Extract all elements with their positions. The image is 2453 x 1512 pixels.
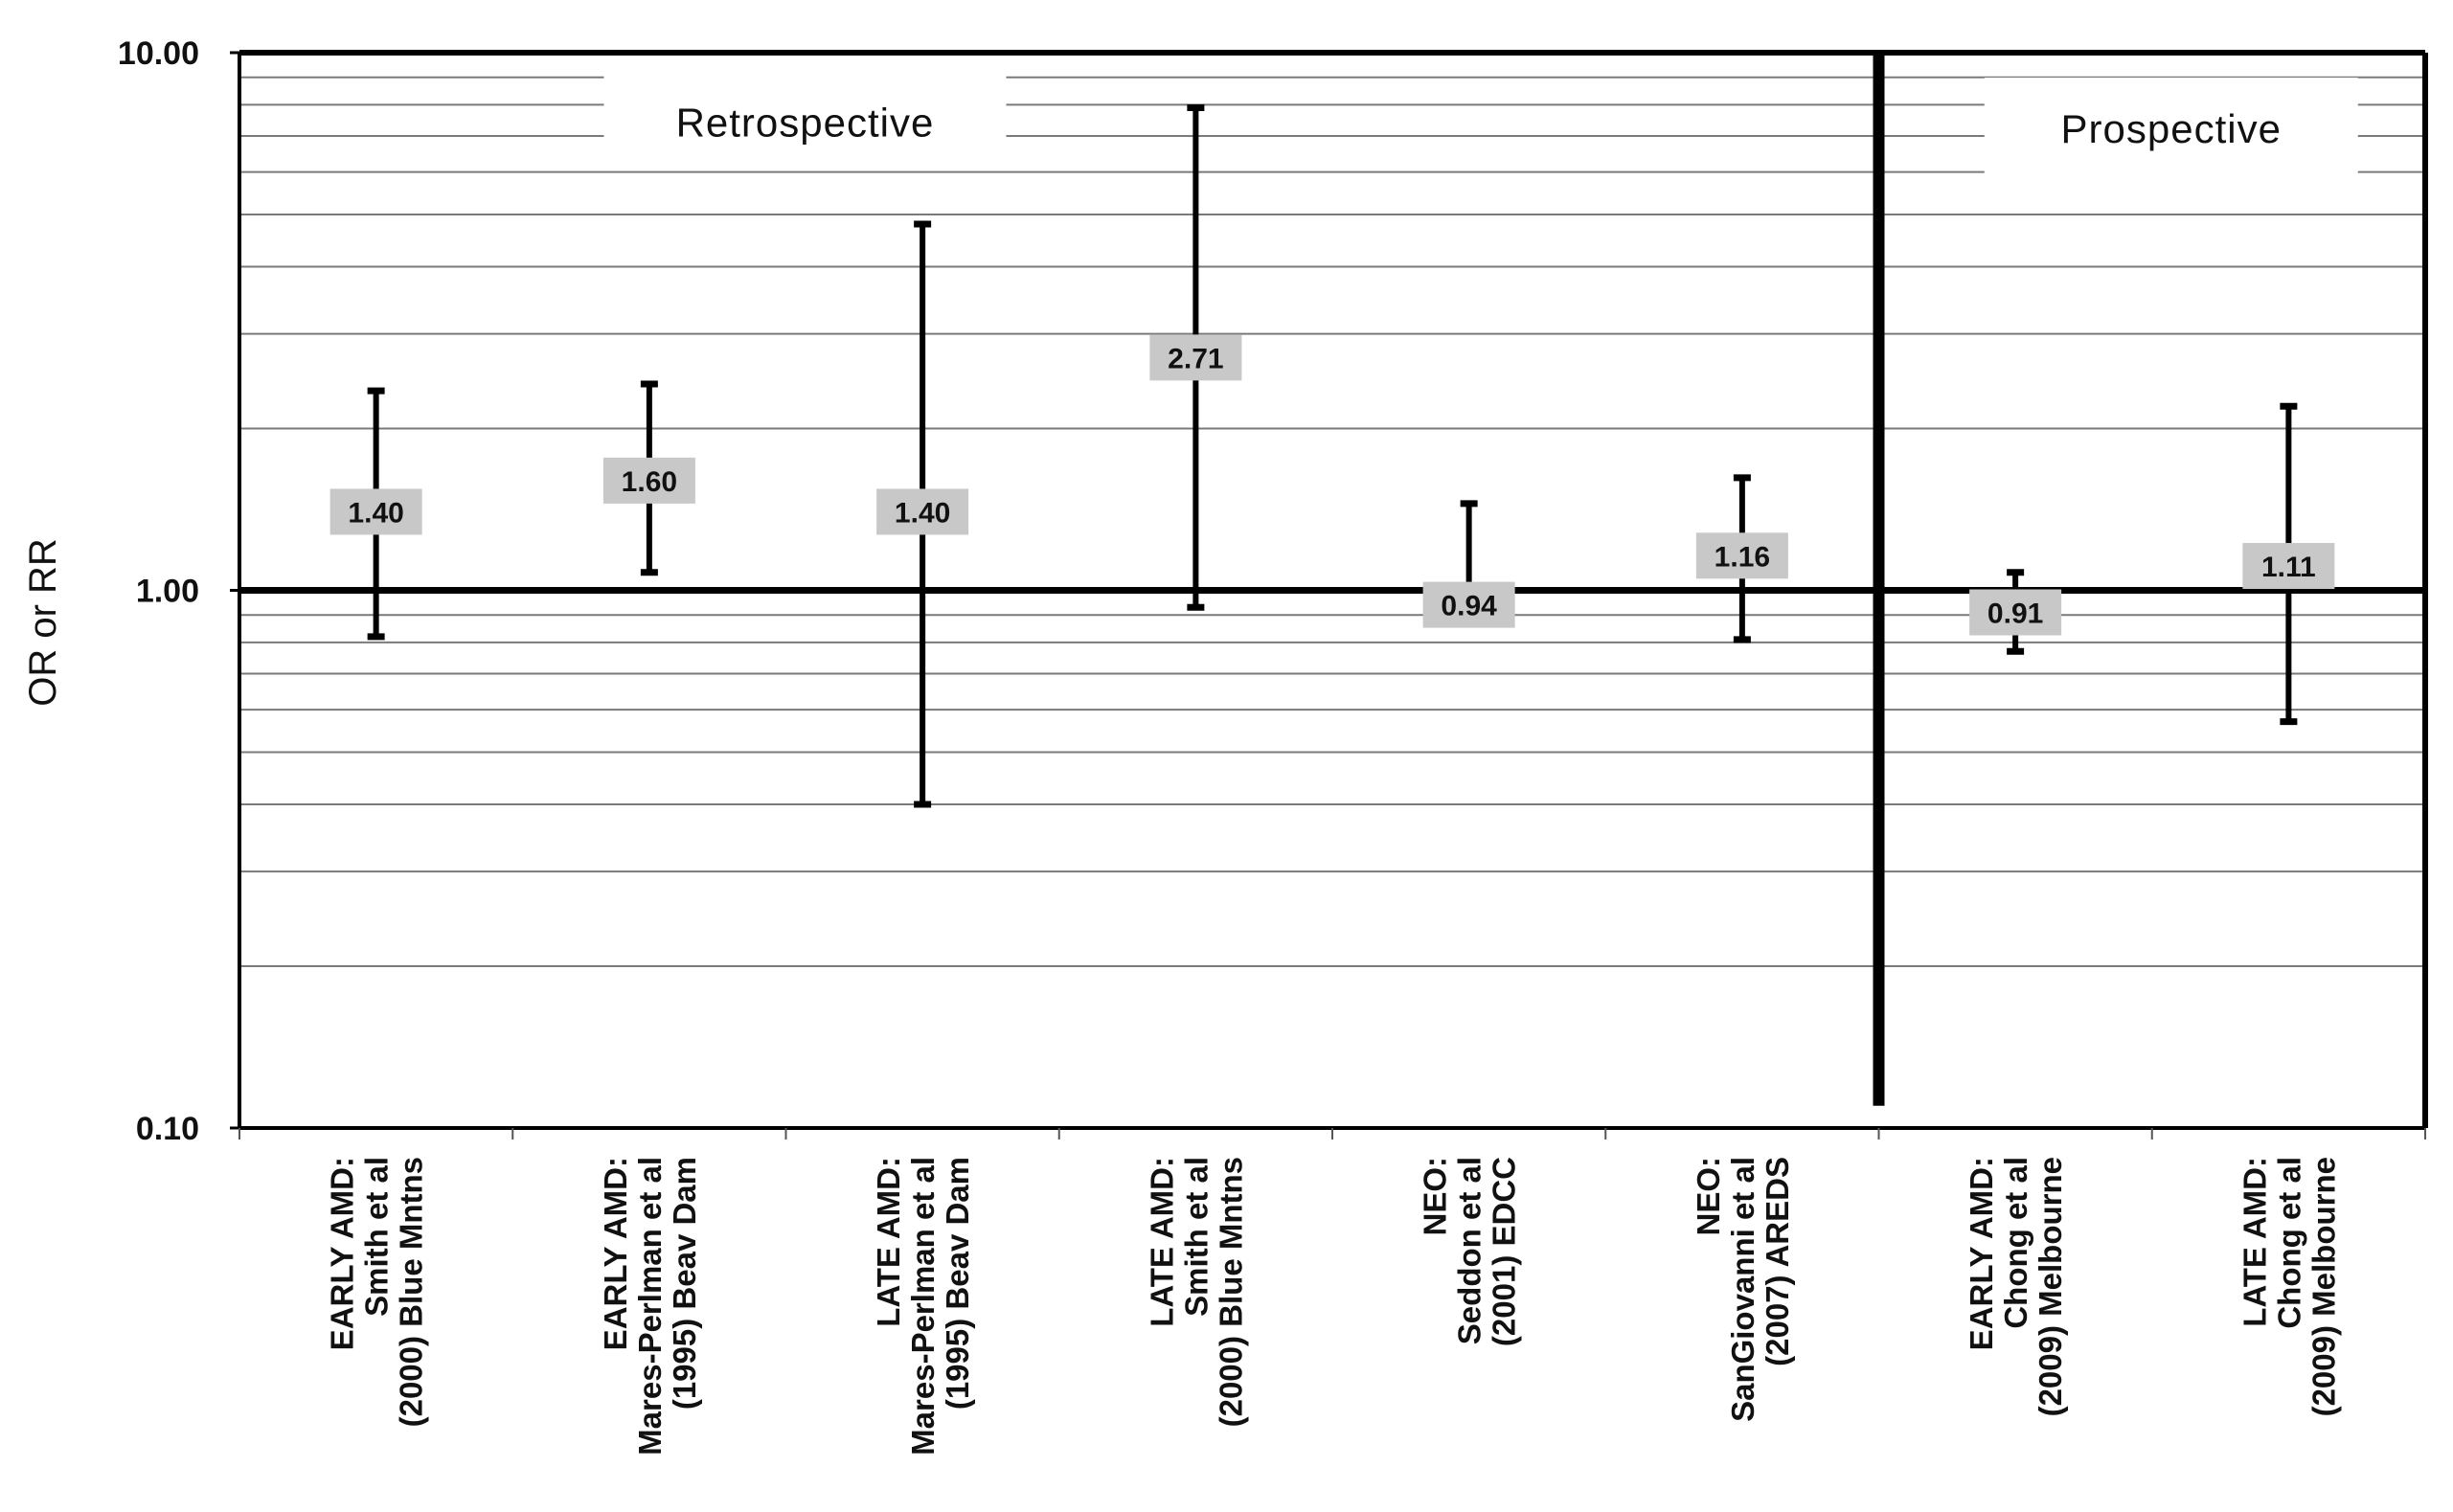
- value-label: 1.40: [895, 497, 950, 529]
- category-label: Chong et al: [1998, 1157, 2033, 1329]
- value-label: 0.91: [1987, 598, 2043, 629]
- section-label-box: [1984, 78, 2358, 174]
- category-label: (1995) Beav Dam: [940, 1157, 975, 1410]
- y-tick-label: 1.00: [136, 574, 199, 610]
- category-label: EARLY AMD:: [1964, 1157, 1999, 1350]
- category-label: Mares-Perlman et al: [632, 1157, 668, 1456]
- value-label: 1.16: [1715, 541, 1770, 573]
- category-label: (2009) Melbourne: [2305, 1157, 2341, 1416]
- section-labels: Retrospective Prospective: [603, 71, 2358, 174]
- category-label: (1995) Beav Dam: [667, 1157, 702, 1410]
- category-label: Seddon et al: [1452, 1157, 1488, 1344]
- category-label: LATE AMD:: [2237, 1157, 2272, 1327]
- category-label: (2001) EDCC: [1487, 1157, 1522, 1346]
- y-tick-label: 0.10: [136, 1111, 199, 1147]
- category-label: NEO:: [1691, 1157, 1726, 1236]
- category-labels: EARLY AMD: Smith et al (2000) Blue Mntns EA…: [325, 1157, 2342, 1456]
- value-label: 0.94: [1441, 591, 1497, 622]
- value-labels: 1.40 1.60 1.40 2.71 0.94 1.16 0.91 1.11: [329, 334, 2335, 636]
- y-tick-label: 10.00: [118, 35, 199, 72]
- category-label: LATE AMD:: [871, 1157, 906, 1327]
- category-label: (2000) Blue Mntns: [1213, 1157, 1248, 1427]
- error-bars: [367, 53, 2298, 1106]
- category-label: (2000) Blue Mntns: [394, 1157, 429, 1427]
- category-label: Smith et al: [1178, 1157, 1214, 1317]
- section-label: Retrospective: [676, 100, 935, 145]
- value-label: 2.71: [1168, 343, 1223, 374]
- category-label: (2009) Melbourne: [2033, 1157, 2068, 1416]
- category-label: LATE AMD:: [1144, 1157, 1179, 1327]
- value-label: 1.60: [622, 466, 677, 498]
- value-label-box: [329, 488, 422, 535]
- category-label: Mares-Perlman et al: [905, 1157, 941, 1456]
- value-label-box: [602, 457, 695, 504]
- category-label: EARLY AMD:: [598, 1157, 633, 1350]
- value-label-box: [1149, 334, 1242, 381]
- section-label-box: [603, 71, 1007, 168]
- value-label-box: [1969, 589, 2062, 636]
- value-label-box: [1422, 581, 1515, 628]
- category-label: SanGiovanni et al: [1725, 1157, 1760, 1422]
- axes: 10.00 1.00 0.10: [118, 35, 2428, 1147]
- value-label-box: [2242, 543, 2335, 590]
- category-label: Smith et al: [359, 1157, 395, 1317]
- section-label: Prospective: [2061, 106, 2282, 151]
- category-label: (2007) AREDS: [1760, 1157, 1795, 1366]
- value-label: 1.40: [348, 497, 403, 529]
- value-label: 1.11: [2261, 552, 2316, 583]
- grid-lines: [239, 76, 2425, 967]
- category-label: NEO:: [1418, 1157, 1453, 1236]
- category-label: Chong et al: [2271, 1157, 2306, 1329]
- category-label: EARLY AMD:: [325, 1157, 360, 1350]
- value-label-box: [1695, 532, 1788, 579]
- y-axis-title: OR or RR: [22, 538, 64, 707]
- value-label-box: [876, 488, 969, 535]
